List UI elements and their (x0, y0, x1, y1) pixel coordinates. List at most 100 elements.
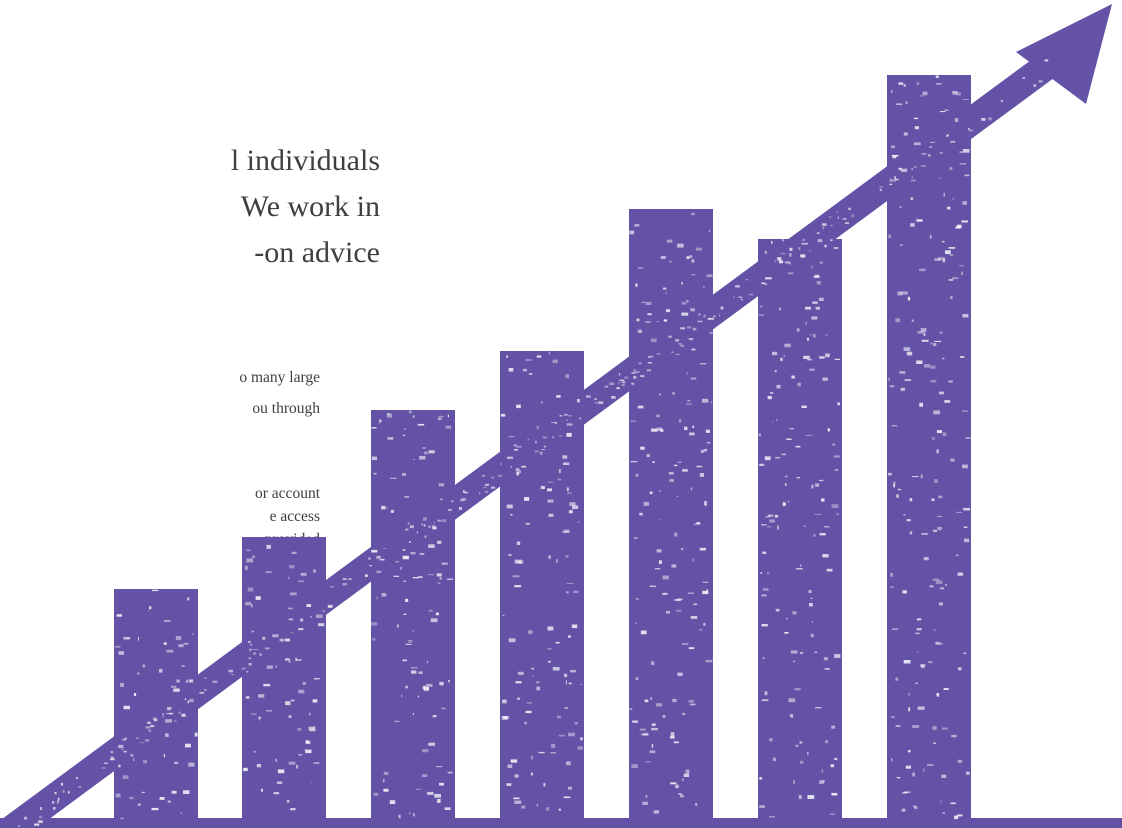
speckle (184, 698, 187, 701)
speckle (713, 315, 716, 318)
speckle (312, 726, 316, 731)
speckle (524, 497, 530, 501)
speckle (253, 750, 256, 753)
speckle (761, 699, 769, 702)
speckle (899, 244, 903, 246)
speckle (670, 735, 675, 739)
speckle (938, 256, 945, 261)
speckle (645, 761, 651, 763)
speckle (288, 576, 290, 580)
speckle (653, 810, 659, 814)
speckle (933, 529, 937, 532)
speckle (915, 682, 918, 685)
speckle (101, 767, 106, 769)
speckle (526, 702, 533, 704)
speckle (656, 427, 663, 432)
speckle (921, 664, 925, 669)
speckle (577, 746, 584, 750)
speckle (379, 422, 381, 424)
speckle (812, 301, 818, 304)
speckle (796, 477, 801, 479)
speckle (441, 562, 448, 565)
speckle (955, 554, 959, 556)
speckle (934, 479, 938, 484)
speckle (834, 358, 840, 360)
speckle (463, 490, 465, 493)
speckle (959, 163, 967, 165)
speckle (919, 268, 926, 272)
speckle (692, 327, 697, 331)
speckle (122, 775, 129, 779)
speckle (161, 713, 165, 715)
speckle (556, 559, 558, 563)
speckle (887, 472, 892, 476)
speckle (519, 560, 524, 564)
speckle (718, 313, 721, 317)
speckle (895, 178, 899, 181)
speckle (800, 254, 806, 258)
speckle (501, 716, 508, 720)
speckle (786, 618, 788, 620)
speckle (802, 238, 805, 241)
speckle (447, 508, 452, 511)
speckle (513, 797, 520, 800)
speckle (772, 421, 774, 423)
speckle (405, 528, 409, 531)
speckle (767, 526, 772, 528)
speckle (930, 365, 936, 369)
speckle (566, 487, 569, 492)
speckle (937, 515, 943, 517)
speckle (401, 694, 403, 698)
speckle (696, 465, 703, 468)
speckle (163, 642, 167, 645)
speckle (646, 369, 652, 372)
bar-7 (887, 75, 971, 820)
speckle (634, 371, 640, 373)
speckle (568, 732, 575, 737)
speckle (464, 491, 468, 494)
speckle (828, 216, 832, 218)
speckle (383, 547, 387, 549)
speckle (609, 382, 615, 385)
speckle (762, 657, 765, 660)
speckle (490, 486, 495, 489)
speckle (376, 596, 378, 600)
speckle (306, 741, 311, 744)
speckle (945, 584, 947, 586)
speckle (566, 582, 574, 584)
speckle (967, 127, 970, 131)
speckle (675, 339, 680, 342)
speckle (515, 468, 520, 471)
speckle (445, 425, 452, 429)
speckle (517, 697, 520, 700)
speckle (798, 795, 802, 799)
speckle (677, 243, 684, 248)
speckle (145, 726, 151, 729)
speckle (675, 353, 680, 356)
speckle (704, 501, 707, 506)
speckle (566, 432, 572, 437)
speckle (795, 445, 801, 448)
speckle (944, 109, 949, 111)
speckle (950, 802, 956, 805)
speckle (688, 338, 694, 341)
speckle (921, 153, 927, 155)
speckle (652, 461, 655, 463)
speckle (376, 555, 381, 559)
speckle (383, 788, 389, 792)
speckle (760, 572, 763, 574)
speckle (822, 554, 829, 558)
speckle (952, 198, 955, 200)
speckle (937, 526, 942, 531)
speckle (844, 222, 850, 224)
speckle (122, 738, 127, 741)
speckle (427, 686, 429, 690)
speckle (965, 437, 971, 439)
speckle (643, 732, 649, 736)
speckle (678, 343, 682, 345)
speckle (558, 808, 561, 811)
speckle (959, 151, 963, 154)
speckle (760, 464, 762, 466)
speckle (265, 710, 272, 712)
speckle (262, 636, 266, 640)
